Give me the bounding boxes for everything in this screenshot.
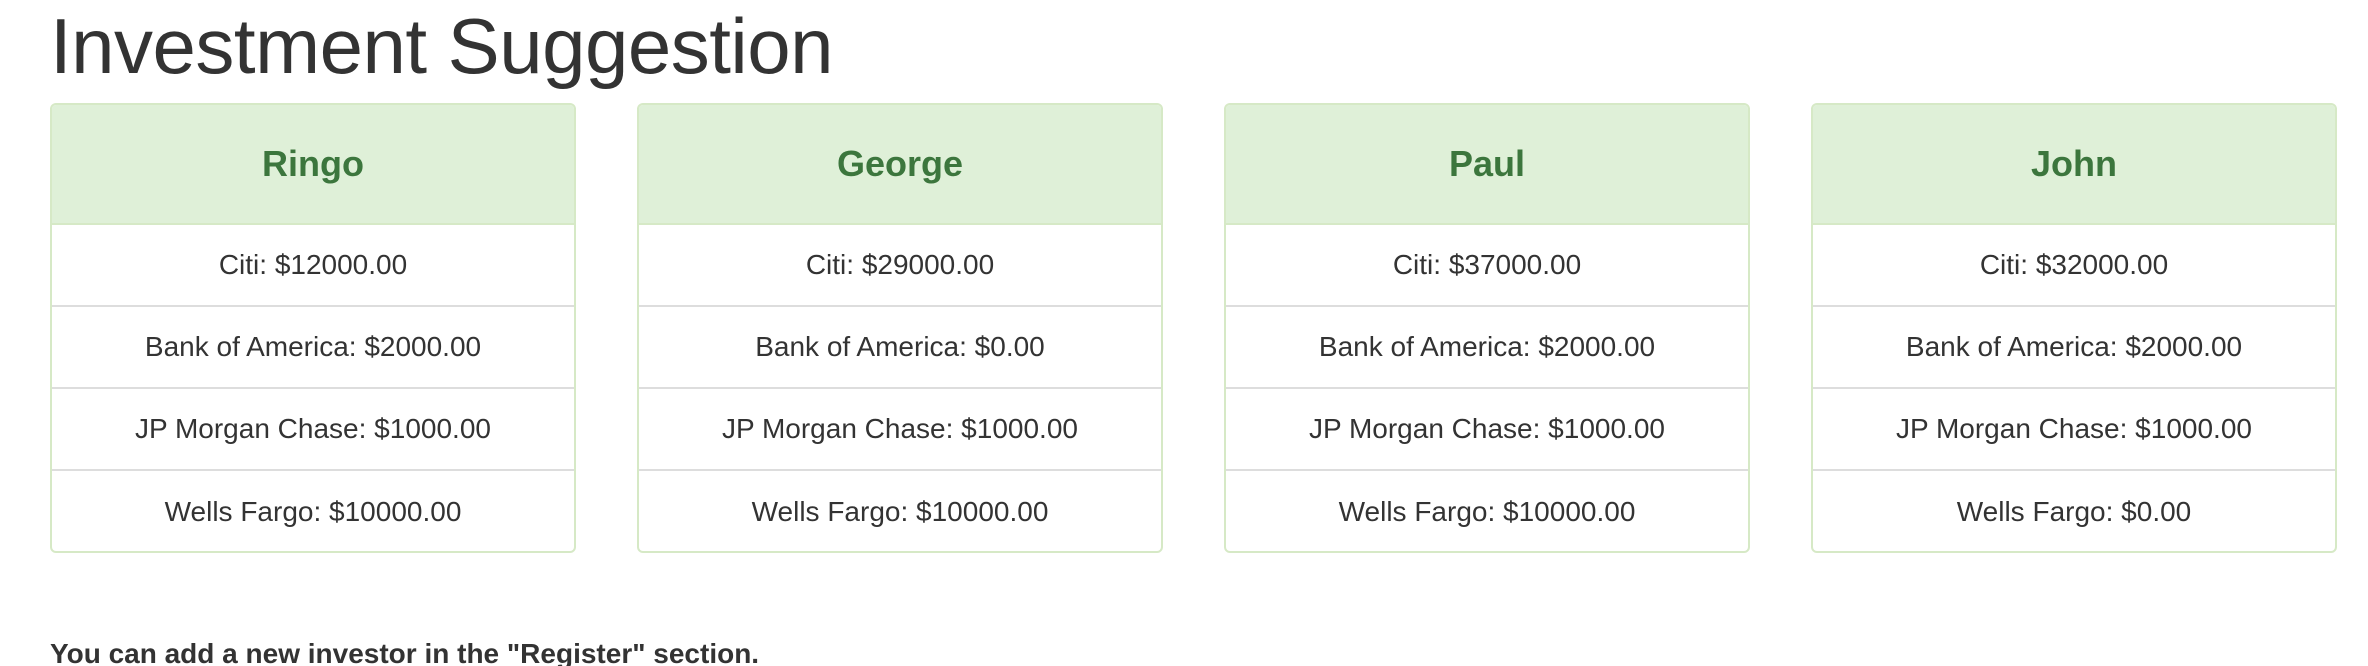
bank-row-jp-morgan-chase: JP Morgan Chase: $1000.00 — [1813, 389, 2335, 471]
bank-row-wells-fargo: Wells Fargo: $10000.00 — [1338, 496, 1636, 527]
bank-list: Citi: $12000.00 Bank of America: $2000.0… — [52, 225, 574, 551]
bank-list: Citi: $32000.00 Bank of America: $2000.0… — [1813, 225, 2335, 551]
investor-name: Ringo — [262, 143, 364, 184]
investor-card-ringo: Ringo Citi: $12000.00 Bank of America: $… — [50, 103, 576, 553]
bank-row-citi: Citi: $29000.00 — [639, 225, 1161, 307]
investor-name: John — [2031, 143, 2117, 184]
bank-row-citi: Citi: $12000.00 — [52, 225, 574, 307]
bank-row-bank-of-america: Bank of America: $2000.00 — [52, 307, 574, 389]
bank-row-wells-fargo: Wells Fargo: $10000.00 — [164, 496, 462, 527]
investor-card-john: John Citi: $32000.00 Bank of America: $2… — [1811, 103, 2337, 553]
bank-row-citi: Citi: $37000.00 — [1226, 225, 1748, 307]
register-hint: You can add a new investor in the "Regis… — [50, 638, 760, 666]
investor-card-header: Ringo — [52, 105, 574, 225]
investor-name: George — [836, 143, 964, 184]
page-title: Investment Suggestion — [50, 2, 833, 90]
investor-card-header: John — [1813, 105, 2335, 225]
investor-card-header: Paul — [1226, 105, 1748, 225]
bank-row-wells-fargo: Wells Fargo: $0.00 — [1956, 496, 2192, 527]
bank-row-wells-fargo: Wells Fargo: $10000.00 — [751, 496, 1049, 527]
investor-card-header: George — [639, 105, 1161, 225]
bank-row-bank-of-america: Bank of America: $2000.00 — [1813, 307, 2335, 389]
bank-row-jp-morgan-chase: JP Morgan Chase: $1000.00 — [1226, 389, 1748, 471]
investor-card-paul: Paul Citi: $37000.00 Bank of America: $2… — [1224, 103, 1750, 553]
bank-row-bank-of-america: Bank of America: $0.00 — [639, 307, 1161, 389]
bank-row-citi: Citi: $32000.00 — [1813, 225, 2335, 307]
investor-card-george: George Citi: $29000.00 Bank of America: … — [637, 103, 1163, 553]
bank-list: Citi: $37000.00 Bank of America: $2000.0… — [1226, 225, 1748, 551]
bank-list: Citi: $29000.00 Bank of America: $0.00 J… — [639, 225, 1161, 551]
bank-row-bank-of-america: Bank of America: $2000.00 — [1226, 307, 1748, 389]
bank-row-jp-morgan-chase: JP Morgan Chase: $1000.00 — [639, 389, 1161, 471]
investor-cards: Ringo Citi: $12000.00 Bank of America: $… — [50, 103, 2337, 553]
investor-name: Paul — [1448, 143, 1526, 184]
bank-row-jp-morgan-chase: JP Morgan Chase: $1000.00 — [52, 389, 574, 471]
